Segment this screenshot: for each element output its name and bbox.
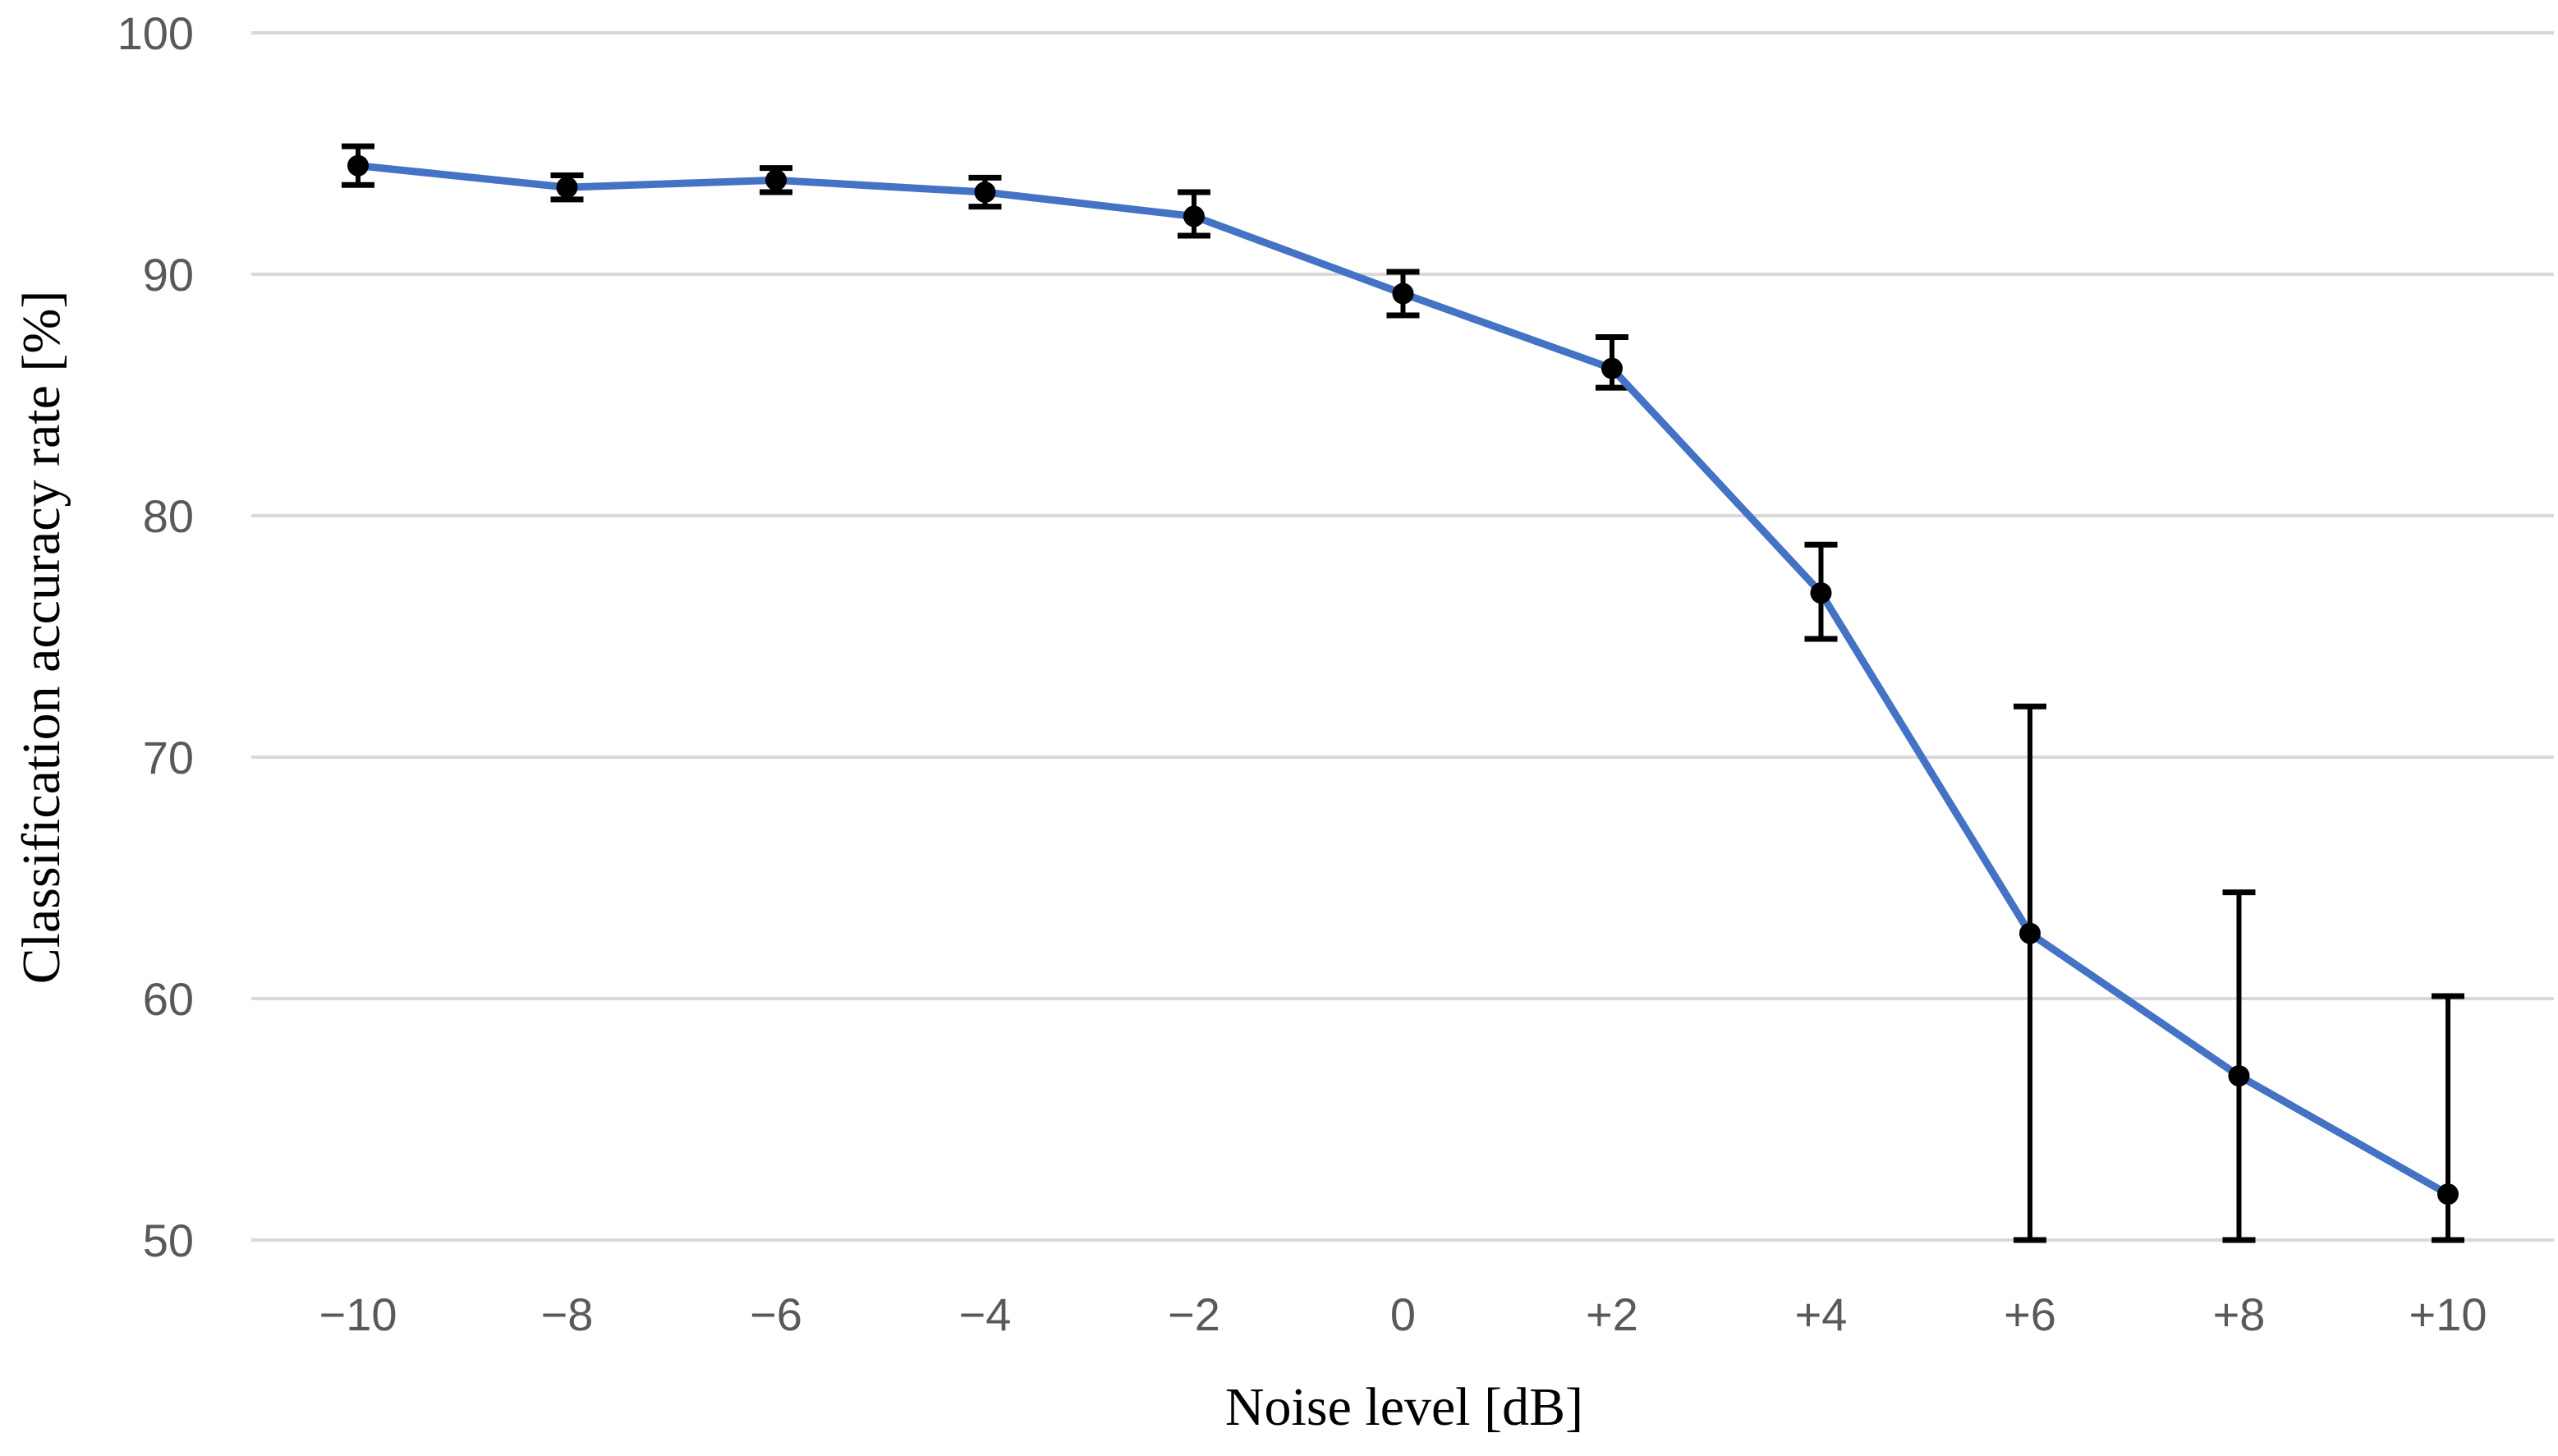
- y-tick-label: 60: [143, 973, 194, 1025]
- x-axis-title: Noise level [dB]: [1225, 1377, 1583, 1437]
- data-point: [1183, 205, 1205, 227]
- x-tick-label: −10: [319, 1288, 397, 1340]
- data-point: [974, 181, 996, 204]
- error-bar: [2014, 703, 2046, 1243]
- x-tick-label: +4: [1795, 1288, 1848, 1340]
- x-tick-label: −2: [1168, 1288, 1220, 1340]
- x-tick-label: +2: [1586, 1288, 1638, 1340]
- x-tick-label: −6: [750, 1288, 802, 1340]
- y-tick-label: 100: [117, 7, 194, 59]
- x-tick-label: +10: [2409, 1288, 2487, 1340]
- data-point: [2019, 922, 2041, 944]
- data-point: [1810, 582, 1832, 604]
- series-line-group: [354, 162, 2452, 1198]
- data-point: [2228, 1065, 2250, 1087]
- y-tick-label: 50: [143, 1215, 194, 1266]
- data-point: [1601, 357, 1623, 379]
- x-tick-label: 0: [1390, 1288, 1416, 1340]
- error-bars: [342, 143, 2464, 1243]
- y-tick-label: 70: [143, 732, 194, 783]
- x-tick-label: −4: [959, 1288, 1012, 1340]
- data-point: [1392, 282, 1414, 305]
- x-tick-label: −8: [541, 1288, 594, 1340]
- y-tick-label: 90: [143, 249, 194, 301]
- data-point: [347, 154, 369, 177]
- data-point: [2437, 1183, 2459, 1206]
- y-tick-label: 80: [143, 490, 194, 542]
- series-line: [354, 162, 2452, 1198]
- y-tick-labels: 50 60 70 80 90 100: [117, 7, 194, 1266]
- data-point: [556, 177, 578, 199]
- x-tick-label: +6: [2004, 1288, 2056, 1340]
- x-tick-label: +8: [2213, 1288, 2266, 1340]
- data-point: [765, 169, 787, 191]
- x-tick-labels: −10 −8 −6 −4 −2 0 +2 +4 +6 +8 +10: [319, 1288, 2487, 1340]
- y-axis-title: Classification accuracy rate [%]: [11, 291, 71, 985]
- data-markers: [347, 154, 2459, 1206]
